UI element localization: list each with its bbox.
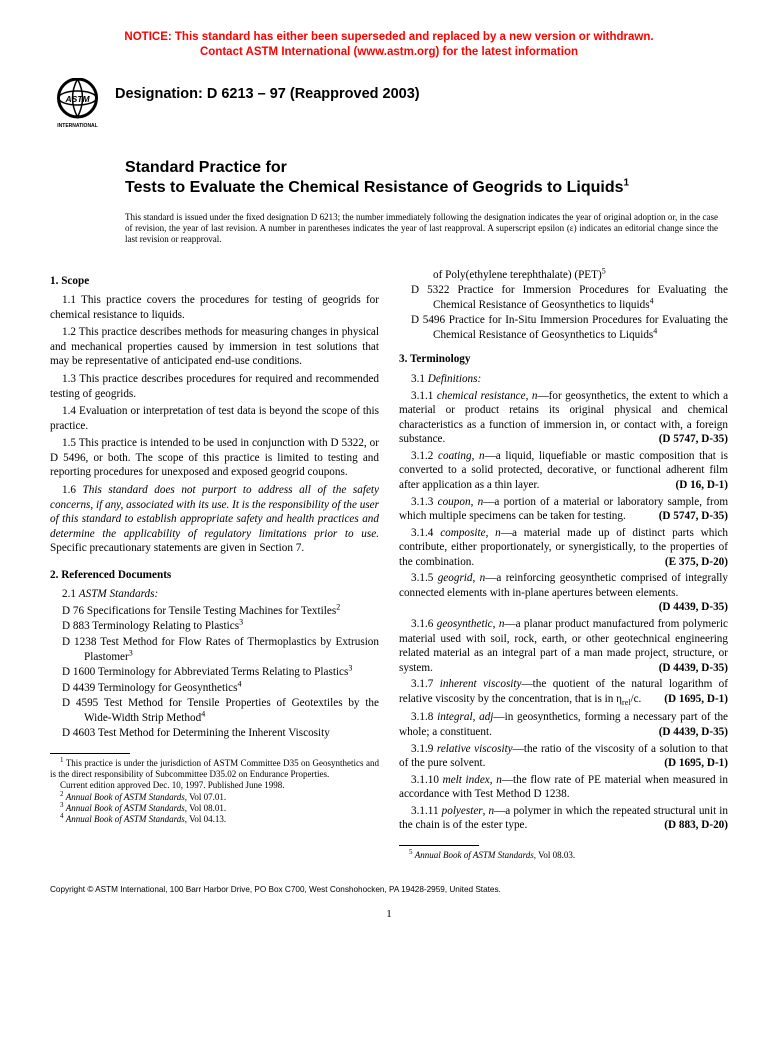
- term-definition: 3.1.9 relative viscosity—the ratio of th…: [399, 742, 728, 771]
- ref-item: D 5496 Practice for In-Situ Immersion Pr…: [399, 313, 728, 342]
- title-super: 1: [623, 178, 629, 189]
- para-1-3: 1.3 This practice describes procedures f…: [50, 372, 379, 401]
- terms-container: 3.1.1 chemical resistance, n—for geosynt…: [399, 389, 728, 833]
- refs-right-container: of Poly(ethylene terephthalate) (PET)5D …: [399, 268, 728, 343]
- astm-logo: ASTM INTERNATIONAL: [50, 78, 105, 133]
- ref-item: D 5322 Practice for Immersion Procedures…: [399, 283, 728, 312]
- term-definition: 3.1.7 inherent viscosity—the quotient of…: [399, 677, 728, 708]
- title-pre: Standard Practice for: [125, 158, 728, 178]
- notice-line-2: Contact ASTM International (www.astm.org…: [200, 46, 578, 58]
- sub-3-1-num: 3.1: [411, 373, 425, 385]
- svg-text:ASTM: ASTM: [64, 94, 90, 104]
- para-1-6-italic: This standard does not purport to addres…: [50, 484, 379, 540]
- para-1-5: 1.5 This practice is intended to be used…: [50, 436, 379, 480]
- footnotes-right: 5 Annual Book of ASTM Standards, Vol 08.…: [399, 850, 728, 861]
- body-columns: 1. Scope 1.1 This practice covers the pr…: [50, 268, 728, 862]
- issuance-note: This standard is issued under the fixed …: [125, 212, 728, 246]
- footnote: 5 Annual Book of ASTM Standards, Vol 08.…: [399, 850, 728, 861]
- footnote: 3 Annual Book of ASTM Standards, Vol 08.…: [50, 803, 379, 814]
- ref-item: D 1238 Test Method for Flow Rates of The…: [50, 635, 379, 664]
- sub-3-1-label: Definitions:: [428, 373, 481, 385]
- term-definition: 3.1.5 geogrid, n—a reinforcing geosynthe…: [399, 571, 728, 615]
- ref-item: D 76 Specifications for Tensile Testing …: [50, 604, 379, 619]
- copyright: Copyright © ASTM International, 100 Barr…: [50, 885, 728, 894]
- page-number: 1: [50, 908, 728, 920]
- sub-2-1-label: ASTM Standards:: [79, 588, 158, 600]
- title-block: Standard Practice for Tests to Evaluate …: [125, 158, 728, 198]
- ref-item: D 4595 Test Method for Tensile Propertie…: [50, 696, 379, 725]
- footnote: 1 This practice is under the jurisdictio…: [50, 758, 379, 781]
- title-text: Tests to Evaluate the Chemical Resistanc…: [125, 179, 623, 196]
- ref-item: D 4603 Test Method for Determining the I…: [50, 726, 379, 741]
- ref-item: D 4439 Terminology for Geosynthetics4: [50, 681, 379, 696]
- footnote-rule-left: [50, 753, 130, 754]
- term-definition: 3.1.2 coating, n—a liquid, liquefiable o…: [399, 449, 728, 493]
- right-column: of Poly(ethylene terephthalate) (PET)5D …: [399, 268, 728, 862]
- para-1-6: 1.6 This standard does not purport to ad…: [50, 483, 379, 556]
- term-definition: 3.1.6 geosynthetic, n—a planar product m…: [399, 617, 728, 675]
- para-1-1: 1.1 This practice covers the procedures …: [50, 293, 379, 322]
- ref-item: D 1600 Terminology for Abbreviated Terms…: [50, 665, 379, 680]
- term-definition: 3.1.4 composite, n—a material made up of…: [399, 526, 728, 570]
- section-3-sub: 3.1 Definitions:: [399, 372, 728, 387]
- para-1-6-tail: Specific precautionary statements are gi…: [50, 542, 304, 554]
- notice-banner: NOTICE: This standard has either been su…: [50, 30, 728, 60]
- left-column: 1. Scope 1.1 This practice covers the pr…: [50, 268, 379, 862]
- notice-line-1: NOTICE: This standard has either been su…: [124, 31, 653, 43]
- title-main: Tests to Evaluate the Chemical Resistanc…: [125, 178, 728, 198]
- footnote: 4 Annual Book of ASTM Standards, Vol 04.…: [50, 814, 379, 825]
- section-1-head: 1. Scope: [50, 274, 379, 289]
- para-1-4: 1.4 Evaluation or interpretation of test…: [50, 404, 379, 433]
- term-definition: 3.1.11 polyester, n—a polymer in which t…: [399, 804, 728, 833]
- term-definition: 3.1.8 integral, adj—in geosynthetics, fo…: [399, 710, 728, 739]
- term-definition: 3.1.3 coupon, n—a portion of a material …: [399, 495, 728, 524]
- header-row: ASTM INTERNATIONAL Designation: D 6213 –…: [50, 78, 728, 133]
- refs-left-container: D 76 Specifications for Tensile Testing …: [50, 604, 379, 741]
- footnote: Current edition approved Dec. 10, 1997. …: [50, 780, 379, 791]
- section-2-sub: 2.1 ASTM Standards:: [50, 587, 379, 602]
- term-definition: 3.1.10 melt index, n—the flow rate of PE…: [399, 773, 728, 802]
- document-page: NOTICE: This standard has either been su…: [0, 0, 778, 940]
- section-2-head: 2. Referenced Documents: [50, 568, 379, 583]
- term-definition: 3.1.1 chemical resistance, n—for geosynt…: [399, 389, 728, 447]
- svg-text:INTERNATIONAL: INTERNATIONAL: [57, 123, 97, 129]
- footnote-rule-right: [399, 845, 479, 846]
- section-3-head: 3. Terminology: [399, 352, 728, 367]
- sub-2-1-num: 2.1: [62, 588, 76, 600]
- para-1-2: 1.2 This practice describes methods for …: [50, 325, 379, 369]
- para-1-6-num: 1.6: [62, 484, 83, 496]
- footnote: 2 Annual Book of ASTM Standards, Vol 07.…: [50, 792, 379, 803]
- ref-item: D 883 Terminology Relating to Plastics3: [50, 619, 379, 634]
- ref-item: of Poly(ethylene terephthalate) (PET)5: [399, 268, 728, 283]
- footnotes-left: 1 This practice is under the jurisdictio…: [50, 758, 379, 826]
- designation: Designation: D 6213 – 97 (Reapproved 200…: [115, 78, 420, 102]
